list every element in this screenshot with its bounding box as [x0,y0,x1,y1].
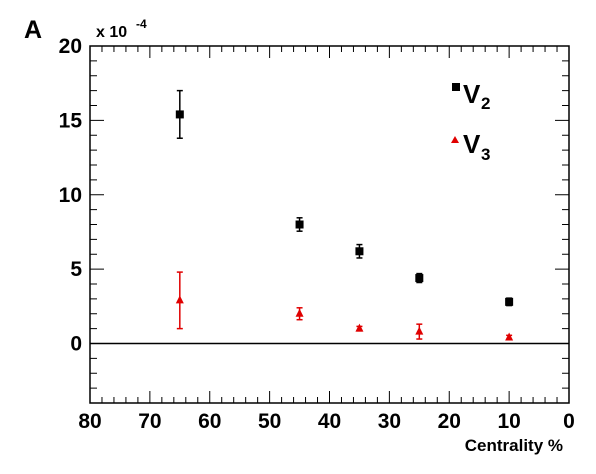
v2-point [175,110,184,119]
x-tick-label: 60 [198,410,221,433]
panel-label: A [24,16,42,44]
data-series [175,89,514,341]
legend-sub-v2: 2 [481,94,490,113]
legend-marker-v3 [451,136,459,143]
v3-point [415,326,424,335]
y-tick-label: 5 [70,258,82,281]
v3-point [295,308,304,317]
x-axis: 80 70 60 50 40 30 20 10 0 [78,46,575,433]
v3-point [355,323,364,332]
v2-point [295,220,304,229]
x-tick-label: 50 [258,410,281,433]
y-tick-label: 20 [59,35,82,58]
y-multiplier-exponent: -4 [136,17,147,31]
y-axis: 0 5 10 15 20 [59,35,569,404]
legend-marker-v2 [452,83,460,91]
plot-frame [89,45,570,404]
x-axis-title: Centrality % [465,436,563,455]
v2-point [505,297,514,306]
x-tick-label: 30 [378,410,401,433]
v3-point [175,295,184,304]
y-multiplier-label: x 10 [96,24,127,41]
x-tick-label: 10 [497,410,520,433]
v2-point [355,247,364,256]
x-tick-label: 40 [318,410,341,433]
legend-label-v3: V [463,129,481,159]
legend: V 2 V 3 [451,79,490,164]
y-tick-label: 0 [70,333,82,356]
v3-point [505,332,514,341]
y-tick-label: 15 [59,109,83,132]
y-tick-label: 10 [59,184,82,207]
x-tick-label: 20 [438,410,461,433]
legend-label-v2: V [463,79,481,109]
v2-point [415,274,424,283]
x-tick-label: 0 [563,410,575,433]
x-tick-label: 70 [138,410,161,433]
legend-sub-v3: 3 [481,145,490,164]
x-tick-label: 80 [78,410,101,433]
